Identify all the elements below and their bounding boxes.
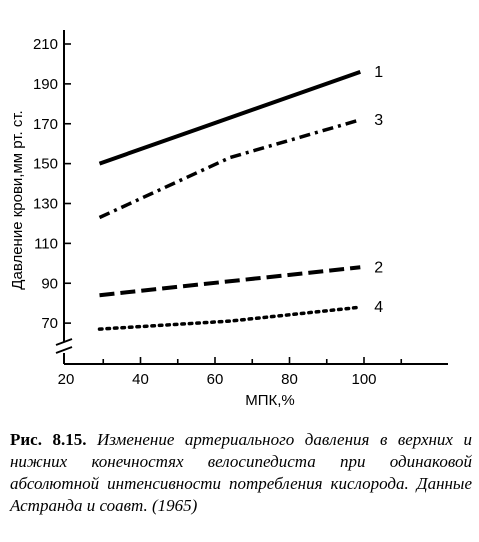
x-tick-label-80: 80 — [281, 371, 298, 388]
x-axis-title: МПК,% — [245, 392, 295, 409]
x-tick-label-40: 40 — [132, 371, 149, 388]
x-tick-label-60: 60 — [207, 371, 224, 388]
y-tick-label-130: 130 — [33, 196, 58, 213]
y-tick-label-90: 90 — [41, 275, 58, 292]
line-chart: 70 90 110 130 150 170 190 210 20 40 60 80 100 МПК,% Да… — [9, 30, 448, 409]
y-tick-label-170: 170 — [33, 116, 58, 133]
series-line-1 — [98, 70, 361, 166]
series-label-2: 2 — [374, 259, 383, 276]
chart-axes: 70 90 110 130 150 170 190 210 20 40 60 80 100 МПК,% Да… — [9, 30, 448, 409]
y-tick-label-70: 70 — [41, 315, 58, 332]
series-label-3: 3 — [374, 112, 383, 129]
caption-text: Изменение артериального давления в верхн… — [10, 430, 472, 515]
y-tick-label-150: 150 — [33, 156, 58, 173]
chart-labels-layer: 1 3 2 4 — [374, 64, 383, 316]
series-line-2 — [99, 265, 361, 298]
x-tick-label-20: 20 — [58, 371, 75, 388]
y-axis-break-mark-lower — [55, 346, 73, 354]
figure-caption: Рис. 8.15. Изменение артериального давле… — [10, 429, 472, 517]
y-axis-title: Давление крови,мм рт. ст. — [9, 110, 26, 289]
caption-label: Рис. 8.15. — [10, 430, 87, 449]
y-tick-label-210: 210 — [33, 36, 58, 53]
y-tick-label-110: 110 — [34, 235, 58, 252]
y-axis-break-mark-upper — [55, 338, 73, 346]
series-label-4: 4 — [374, 299, 383, 316]
series-label-1: 1 — [374, 64, 383, 81]
series-line-4 — [97, 305, 363, 331]
series-line-3 — [98, 118, 361, 220]
x-tick-label-100: 100 — [351, 371, 376, 388]
chart-series-layer — [97, 70, 363, 331]
y-tick-label-190: 190 — [33, 76, 58, 93]
